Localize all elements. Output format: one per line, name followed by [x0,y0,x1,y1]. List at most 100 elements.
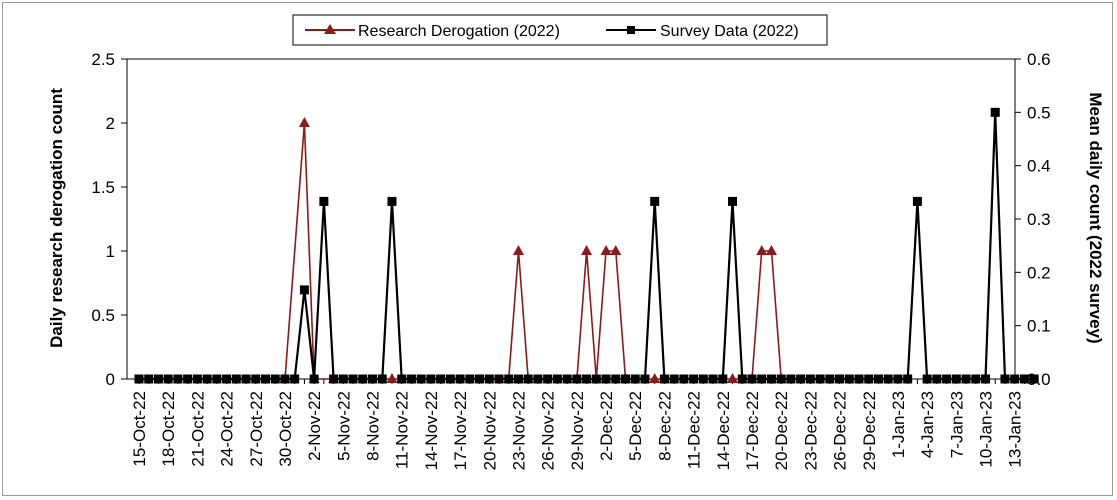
data-point [854,374,864,384]
x-tick-label: 23-Dec-22 [801,391,820,470]
legend-box [292,14,828,46]
data-point [202,374,212,384]
x-tick-label: 13-Jan-23 [1006,391,1025,468]
data-point [144,374,154,384]
data-point [825,374,835,384]
data-point [280,374,290,384]
x-tick-label: 26-Nov-22 [539,391,558,470]
y-tick-label: 2.5 [91,50,115,69]
x-tick-label: 24-Oct-22 [218,391,237,467]
data-point [173,374,183,384]
x-tick-label: 23-Nov-22 [509,391,528,470]
data-point [153,374,163,384]
data-point [192,374,202,384]
data-point [903,374,913,384]
data-point [523,374,533,384]
data-point [610,245,622,255]
data-point [319,196,329,206]
x-tick-label: 10-Jan-23 [977,391,996,468]
data-point [835,374,845,384]
y2-tick-label: 0.5 [1027,103,1051,122]
x-tick-label: 5-Nov-22 [334,391,353,461]
y-tick-label: 1 [106,242,115,261]
data-point [436,374,446,384]
data-point [572,374,582,384]
data-point [1000,374,1010,384]
x-tick-label: 17-Nov-22 [451,391,470,470]
data-point [212,374,222,384]
data-point [640,374,650,384]
data-point [679,374,689,384]
data-point [251,374,261,384]
y2-tick-label: 0.6 [1027,50,1051,69]
x-tick-label: 2-Nov-22 [305,391,324,461]
y2-tick-label: 0.3 [1027,210,1051,229]
data-point [290,374,300,384]
data-point [864,374,874,384]
data-point [338,374,348,384]
data-point [377,374,387,384]
data-point [796,374,806,384]
data-point [766,374,776,384]
y2-axis-title: Mean daily count (2022 survey) [1086,92,1105,343]
x-tick-label: 7-Jan-23 [947,391,966,458]
data-point [260,374,270,384]
y-tick-label: 1.5 [91,178,115,197]
x-tick-label: 20-Dec-22 [772,391,791,470]
data-point [630,374,640,384]
data-point [728,196,738,206]
x-tick-label: 8-Nov-22 [364,391,383,461]
x-tick-label: 14-Dec-22 [714,391,733,470]
data-point [815,374,825,384]
data-point [971,374,981,384]
data-point [484,374,494,384]
data-point [786,374,796,384]
data-point [298,117,310,127]
data-point [1019,374,1029,384]
data-point [513,374,523,384]
data-point [757,374,767,384]
data-point [533,374,543,384]
data-point [747,374,757,384]
x-tick-label: 21-Oct-22 [188,391,207,467]
data-point [329,374,339,384]
data-point [387,196,397,206]
x-tick-label: 27-Oct-22 [247,391,266,467]
y-tick-label: 0.5 [91,306,115,325]
x-tick-label: 30-Oct-22 [276,391,295,467]
data-point [912,196,922,206]
data-point [465,374,475,384]
data-point [183,374,193,384]
x-tick-label: 18-Oct-22 [159,391,178,467]
plot-area [126,58,1016,380]
x-tick-label: 8-Dec-22 [655,391,674,461]
data-point [475,374,485,384]
data-point [844,374,854,384]
data-point [922,374,932,384]
data-point [241,374,251,384]
x-axis: 15-Oct-22 18-Oct-22 21-Oct-22 24-Oct-22 27-O… [130,379,1035,470]
data-point [776,374,786,384]
data-point [1010,374,1020,384]
data-point [942,374,952,384]
legend-survey-label: Survey Data (2022) [660,23,799,40]
data-point [689,374,699,384]
y-tick-label: 2 [106,114,115,133]
data-point [650,196,660,206]
data-point [416,374,426,384]
data-point [222,374,232,384]
data-point [348,374,358,384]
data-point [163,374,173,384]
data-point [649,373,661,383]
x-tick-label: 29-Nov-22 [568,391,587,470]
data-point [659,374,669,384]
x-tick-label: 11-Nov-22 [393,391,412,469]
data-point [981,374,991,384]
data-point [455,374,465,384]
series-layer [134,107,1039,384]
x-tick-label: 26-Dec-22 [831,391,850,470]
y-axis-title: Daily research derogation count [47,88,66,348]
data-point [765,245,777,255]
